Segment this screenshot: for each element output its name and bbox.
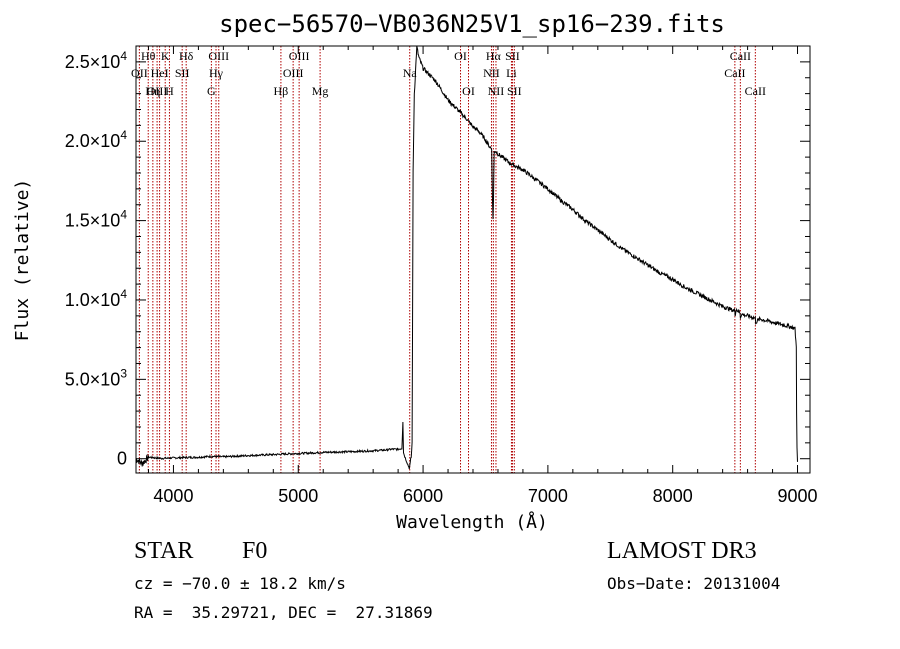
- y-tick-label-5: 2.5×104: [65, 49, 128, 72]
- line-label-26: CaII: [724, 66, 745, 80]
- x-tick-label-3: 7000: [528, 486, 568, 506]
- spectrum-series-line: [135, 45, 798, 470]
- obs-date: Obs−Date: 20131004: [607, 574, 781, 593]
- line-label-13: OIII: [289, 49, 310, 63]
- y-tick-mantissa: 1.0×10: [65, 290, 121, 310]
- line-label-11: G: [207, 84, 216, 98]
- x-axis-ticks: 4000 5000 6000 7000 8000 9000: [147, 46, 818, 506]
- y-tick-label-3: 1.5×104: [65, 208, 128, 231]
- y-tick-mantissa: 1.5×10: [65, 211, 121, 231]
- redshift-info: cz = −70.0 ± 18.2 km/s: [134, 574, 346, 593]
- y-tick-label-1: 5.0×103: [65, 366, 128, 389]
- y-tick-exponent: 4: [120, 287, 127, 301]
- line-label-27: CaII: [745, 84, 766, 98]
- line-label-8: Hδ: [179, 49, 194, 63]
- chart-title: spec−56570−VB036N25V1_sp16−239.fits: [219, 10, 725, 38]
- line-label-25: CaII: [730, 49, 751, 63]
- x-tick-label-0: 4000: [153, 486, 193, 506]
- x-tick-label-4: 8000: [653, 486, 693, 506]
- line-label-12: Hβ: [274, 84, 289, 98]
- spectral-line-markers: [138, 46, 756, 473]
- line-label-5: K: [161, 49, 170, 63]
- y-tick-exponent: 4: [120, 208, 127, 222]
- line-label-19: Hα: [486, 49, 502, 63]
- x-tick-label-1: 5000: [278, 486, 318, 506]
- y-tick-label-2: 1.0×104: [65, 287, 128, 310]
- line-label-21: NII: [488, 84, 505, 98]
- line-label-0: Hθ: [141, 49, 156, 63]
- survey-name: LAMOST DR3: [607, 538, 757, 564]
- line-label-10: Hγ: [209, 66, 224, 80]
- line-label-17: OI: [454, 49, 467, 63]
- line-label-9: OIII: [208, 49, 229, 63]
- line-label-14: OIII: [283, 66, 304, 80]
- line-label-18: OI: [462, 84, 475, 98]
- y-tick-label-4: 2.0×104: [65, 128, 128, 151]
- line-label-16: Na: [403, 66, 418, 80]
- y-tick-exponent: 4: [120, 49, 127, 63]
- y-tick-exponent: 3: [120, 366, 127, 380]
- line-label-23: Li: [506, 66, 517, 80]
- line-label-2: OIII: [147, 84, 168, 98]
- line-label-3: Hη: [145, 84, 160, 98]
- line-label-4: HeI: [151, 66, 169, 80]
- x-tick-label-2: 6000: [403, 486, 443, 506]
- y-tick-label-0: 0: [117, 449, 127, 469]
- y-tick-mantissa: 2.5×10: [65, 52, 121, 72]
- spectral-subclass: F0: [242, 538, 268, 564]
- y-tick-mantissa: 0: [117, 449, 127, 469]
- y-tick-exponent: 4: [120, 128, 127, 142]
- x-axis-label: Wavelength (Å): [396, 511, 548, 533]
- line-label-22: SII: [505, 49, 520, 63]
- plot-frame: [135, 45, 811, 474]
- y-tick-mantissa: 2.0×10: [65, 131, 121, 151]
- coordinates: RA = 35.29721, DEC = 27.31869: [134, 603, 433, 622]
- line-label-24: SII: [507, 84, 522, 98]
- y-axis-label: Flux (relative): [12, 179, 33, 342]
- object-class: STAR: [134, 538, 194, 564]
- line-label-15: Mg: [312, 84, 329, 98]
- line-label-6: H: [165, 84, 174, 98]
- line-label-1: OII: [131, 66, 148, 80]
- line-label-7: SII: [175, 66, 190, 80]
- x-tick-label-5: 9000: [777, 486, 817, 506]
- y-tick-mantissa: 5.0×10: [65, 369, 121, 389]
- line-label-20: NII: [483, 66, 500, 80]
